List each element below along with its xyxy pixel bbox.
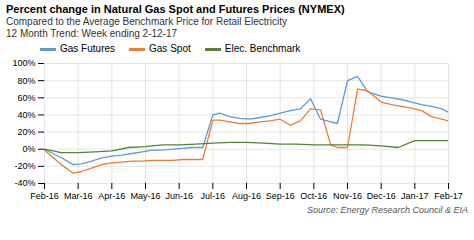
svg-text:100%: 100% <box>12 58 35 68</box>
html-text:Compared to the Average Benchm: Compared to the Average Benchmark Price … <box>6 16 288 27</box>
html-text:Gas Spot: Gas Spot <box>149 43 191 54</box>
svg-text:Aug-16: Aug-16 <box>232 191 261 201</box>
svg-text:20%: 20% <box>17 127 35 137</box>
svg-text:Jun-16: Jun-16 <box>165 191 193 201</box>
svg-text:80%: 80% <box>17 76 35 86</box>
svg-text:Sep-16: Sep-16 <box>266 191 295 201</box>
svg-text:Jul-16: Jul-16 <box>201 191 226 201</box>
svg-text:0%: 0% <box>22 144 35 154</box>
html-text:Percent change in Natural Gas: Percent change in Natural Gas Spot and F… <box>6 3 345 15</box>
svg-text:May-16: May-16 <box>130 191 160 201</box>
html-text:12 Month Trend: Week ending 2-: 12 Month Trend: Week ending 2-12-17 <box>6 28 177 39</box>
svg-text:Jan-17: Jan-17 <box>401 191 429 201</box>
html-text:Elec. Benchmark: Elec. Benchmark <box>224 43 301 54</box>
svg-text:Nov-16: Nov-16 <box>333 191 362 201</box>
svg-text:Mar-16: Mar-16 <box>64 191 93 201</box>
svg-text:-40%: -40% <box>14 178 35 188</box>
svg-text:60%: 60% <box>17 93 35 103</box>
html-text:Source: Energy Research Counci: Source: Energy Research Council & EIA <box>306 205 468 215</box>
svg-text:-20%: -20% <box>14 161 35 171</box>
svg-text:Apr-16: Apr-16 <box>98 191 125 201</box>
svg-text:Feb-17: Feb-17 <box>434 191 463 201</box>
svg-text:Dec-16: Dec-16 <box>367 191 396 201</box>
svg-text:Oct-16: Oct-16 <box>300 191 327 201</box>
html-text:Gas Futures: Gas Futures <box>60 43 115 54</box>
svg-text:40%: 40% <box>17 110 35 120</box>
svg-text:Feb-16: Feb-16 <box>30 191 59 201</box>
